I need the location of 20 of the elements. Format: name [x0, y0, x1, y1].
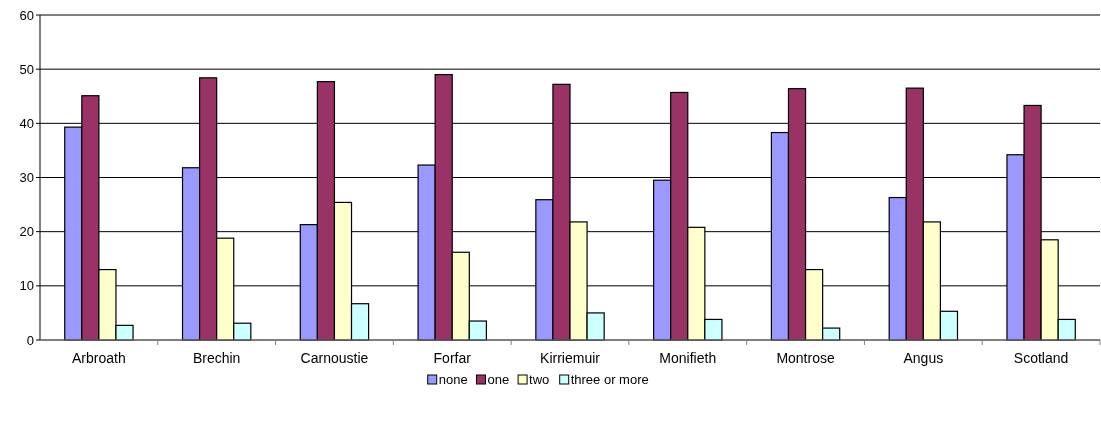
x-tick-label: Arbroath — [72, 350, 126, 366]
x-tick-label: Montrose — [776, 350, 835, 366]
x-tick-label: Angus — [903, 350, 944, 366]
x-tick-label: Brechin — [192, 350, 241, 366]
x-tick-label: Carnoustie — [300, 350, 369, 366]
legend-label: one — [487, 372, 510, 387]
y-tick-label: 10 — [19, 278, 34, 294]
x-tick-label: Kirriemuir — [540, 350, 601, 366]
y-tick-label: 30 — [19, 170, 34, 186]
y-tick-label: 40 — [19, 115, 34, 131]
legend-label: three or more — [570, 372, 649, 387]
x-tick-label: Monifieth — [659, 350, 717, 366]
y-tick-label: 0 — [26, 332, 34, 348]
x-tick-label: Forfar — [433, 350, 472, 366]
y-tick-label: 60 — [19, 7, 34, 23]
legend-label: none — [438, 372, 468, 387]
y-tick-label: 20 — [19, 224, 34, 240]
x-tick-label: Scotland — [1013, 350, 1069, 366]
y-tick-label: 50 — [19, 61, 34, 77]
legend-label: two — [529, 372, 550, 387]
